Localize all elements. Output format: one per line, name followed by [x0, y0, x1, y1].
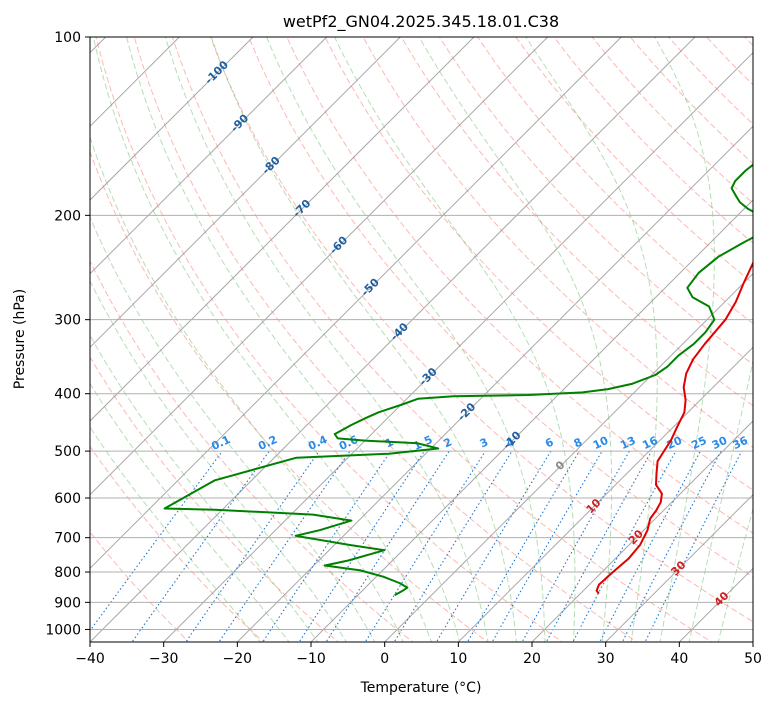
sounding-series — [163, 163, 753, 596]
dry-adiabat-line — [210, 37, 753, 623]
mixing-ratio-line — [262, 450, 392, 642]
isotherm-line — [90, 37, 254, 201]
x-axis-label: Temperature (°C) — [360, 680, 482, 696]
plot-frame — [89, 36, 754, 643]
dry-adiabat-line — [248, 37, 753, 578]
isotherm-line — [457, 346, 753, 642]
y-tick-label: 900 — [54, 595, 81, 611]
isotherm-line — [90, 37, 696, 642]
dry-adiabat-line — [324, 37, 753, 491]
moist-adiabat-line — [654, 37, 715, 642]
pressure-gridlines — [90, 37, 753, 630]
mixing-ratio-line — [393, 450, 513, 642]
x-tick-label: −20 — [223, 651, 253, 667]
mixing-ratio-label: 20 — [665, 434, 685, 452]
temperature-line — [595, 260, 753, 595]
dry-adiabat-line — [362, 37, 753, 449]
isotherm-line — [90, 37, 328, 275]
dry-adiabat-line — [400, 37, 753, 407]
y-tick-label: 500 — [54, 444, 81, 460]
mixing-ratio-line — [298, 450, 425, 642]
x-axis: −40 −30 −20 −10 0 10 20 30 40 50 — [75, 642, 762, 667]
moist-adiabat-line — [164, 37, 489, 642]
isotherm-line — [605, 493, 753, 642]
x-tick-label: 50 — [744, 651, 762, 667]
dry-adiabat-line — [90, 150, 489, 642]
chart-title: wetPf2_GN04.2025.345.18.01.C38 — [283, 12, 559, 32]
mixing-ratio-line — [599, 450, 701, 642]
x-tick-label: −30 — [149, 651, 179, 667]
moist-adiabat-line — [90, 334, 319, 642]
x-tick-label: 40 — [670, 651, 688, 667]
dry-adiabat-line — [477, 37, 753, 325]
mixing-ratio-line — [131, 450, 270, 642]
x-tick-label: 20 — [523, 651, 541, 667]
x-tick-label: −40 — [75, 651, 105, 667]
y-tick-label: 100 — [54, 30, 81, 46]
y-tick-label: 1000 — [45, 622, 81, 638]
mixing-ratio-label: 36 — [731, 434, 751, 452]
isotherm-line — [90, 37, 401, 349]
mixing-ratio-label: 30 — [710, 434, 730, 452]
x-tick-label: 30 — [597, 651, 615, 667]
mixing-ratio-label: 16 — [640, 434, 660, 452]
isotherm-line — [236, 125, 753, 642]
y-tick-label: 300 — [54, 313, 81, 329]
mixing-ratio-label: 25 — [689, 434, 708, 452]
mixing-ratio-line — [185, 450, 320, 642]
isotherm-line — [90, 37, 622, 570]
x-tick-label: 0 — [380, 651, 389, 667]
y-tick-label: 400 — [54, 387, 81, 403]
dry-adiabat-line — [90, 445, 265, 642]
moist-adiabat-line — [334, 37, 576, 642]
y-tick-label: 200 — [54, 208, 81, 224]
x-tick-label: 10 — [449, 651, 467, 667]
mixing-ratio-line — [466, 450, 580, 642]
isotherm-line — [163, 51, 753, 642]
y-tick-label: 600 — [54, 491, 81, 507]
moist-adiabat-line — [90, 382, 290, 642]
y-tick-label: 700 — [54, 531, 81, 547]
mixing-ratio-label: 10 — [591, 434, 611, 452]
moist-adiabat-line — [266, 37, 546, 642]
isotherm-line — [90, 37, 549, 496]
dry-adiabat-line — [95, 37, 564, 642]
isotherm-line — [384, 272, 753, 642]
isotherm-line — [310, 199, 753, 642]
dewpoint-line — [163, 163, 753, 596]
mixing-ratio-line — [325, 450, 450, 642]
moist-adiabat-line — [525, 37, 658, 642]
x-tick-label: −10 — [296, 651, 326, 667]
y-axis: 100 200 300 400 500 600 700 800 900 1000 — [45, 30, 90, 638]
mixing-ratio-line — [572, 450, 677, 642]
mixing-ratio-label: 13 — [618, 434, 637, 452]
y-tick-label: 800 — [54, 565, 81, 581]
y-axis-label: Pressure (hPa) — [12, 289, 28, 389]
isotherm-line — [90, 37, 475, 422]
mixing-ratio-line — [621, 450, 722, 642]
mixing-ratio-line — [364, 450, 486, 642]
isotherm-line — [531, 420, 753, 642]
moist-adiabat-line — [210, 37, 518, 642]
mixing-ratio-line — [218, 450, 351, 642]
